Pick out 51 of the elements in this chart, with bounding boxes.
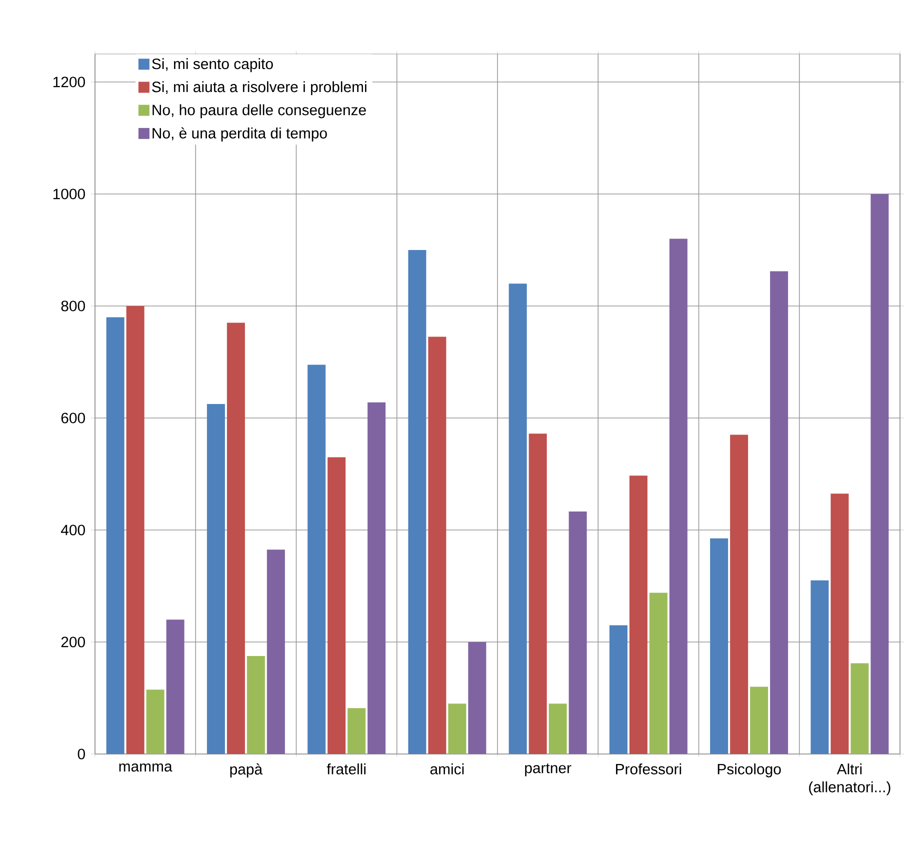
bar <box>850 663 869 754</box>
bar <box>448 704 466 754</box>
bar <box>770 271 788 754</box>
bar <box>528 434 547 754</box>
bar <box>649 592 668 754</box>
bar <box>408 250 426 754</box>
bar <box>226 322 245 754</box>
bar <box>328 457 346 754</box>
y-tick-label: 1000 <box>53 188 85 200</box>
bar <box>750 686 768 754</box>
bar <box>166 620 184 754</box>
x-tick-label: Professori <box>616 763 682 774</box>
bar <box>830 494 849 754</box>
bar <box>870 194 889 754</box>
y-tick-label: 400 <box>60 524 85 536</box>
y-tick-label: 600 <box>61 412 85 424</box>
x-tick-label: partner <box>525 763 572 776</box>
bar <box>710 538 728 754</box>
x-tick-label: fratelli <box>326 763 366 774</box>
bar <box>730 434 748 754</box>
bar <box>246 656 265 754</box>
bar <box>669 238 688 754</box>
bar <box>368 402 386 754</box>
legend-label: No, è una perdita di tempo <box>152 127 327 142</box>
legend-label: No, ho paura delle conseguenze <box>152 104 366 118</box>
bar <box>428 336 446 754</box>
bar <box>629 476 648 754</box>
y-tick-label: 200 <box>61 636 85 648</box>
bar <box>508 284 527 754</box>
y-tick-label: 1200 <box>53 76 85 88</box>
y-tick-label: 800 <box>61 300 85 312</box>
legend-label: Si, mi aiuta a risolvere i problemi <box>152 81 366 96</box>
legend-label: Si, mi sento capito <box>152 58 273 72</box>
bar <box>106 317 124 754</box>
x-tick-label: Altri (allenatori...) <box>809 763 890 796</box>
bar <box>266 550 285 754</box>
bar <box>206 404 225 754</box>
bar <box>146 690 164 754</box>
x-tick-label: papà <box>230 763 263 778</box>
y-tick-label: 0 <box>78 748 85 760</box>
bar <box>568 512 587 754</box>
x-tick-label: amici <box>430 763 464 774</box>
bar <box>810 580 829 754</box>
x-tick-label: Psicologo <box>718 763 781 778</box>
bar <box>548 704 567 754</box>
bar <box>609 625 628 754</box>
x-tick-label: mamma <box>119 763 172 772</box>
bar <box>348 708 366 754</box>
bar <box>126 306 144 754</box>
bar <box>308 364 326 754</box>
bar <box>468 642 486 754</box>
